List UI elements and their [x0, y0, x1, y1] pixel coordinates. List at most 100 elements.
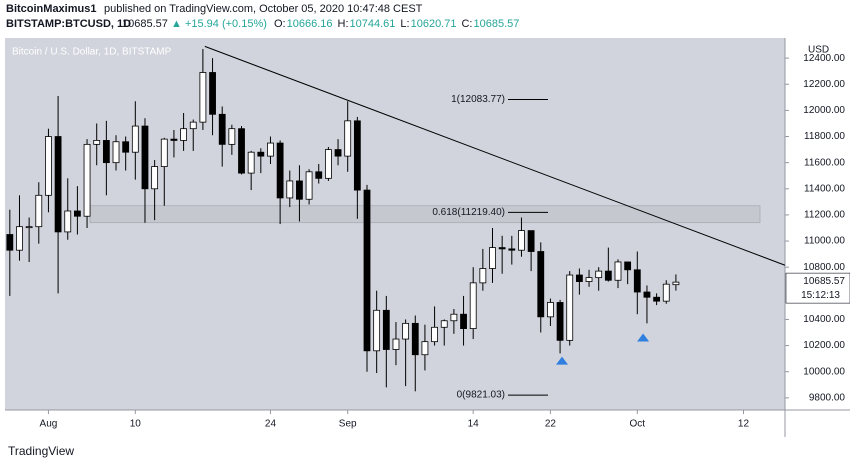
candle-body: [344, 120, 352, 157]
candle-body: [74, 210, 81, 217]
candle-body: [353, 120, 361, 191]
candle-body: [35, 194, 43, 228]
ohlc-label: C:: [461, 18, 472, 30]
candle-body: [141, 125, 149, 190]
candle-body: [25, 226, 33, 229]
candle-body: [392, 338, 400, 350]
candle-body: [122, 141, 130, 153]
fib-label: 0(9821.03): [457, 390, 505, 401]
x-tick-label: Oct: [630, 419, 646, 430]
symbol: BITSTAMP:BTCUSD, 1D: [6, 18, 131, 30]
candle-body: [672, 281, 680, 286]
candle-body: [469, 282, 477, 329]
candle-body: [199, 72, 207, 123]
candle-body: [6, 234, 14, 251]
footer-brand: TradingView: [8, 444, 74, 458]
y-tick-label: 12400.00: [803, 53, 845, 64]
ohlc-value: 10620.71: [411, 18, 457, 30]
x-tick-label: 14: [468, 419, 480, 430]
candle-body: [604, 270, 612, 281]
price-zone: [89, 205, 761, 224]
y-tick-label: 11000.00: [804, 236, 845, 247]
candle-body: [267, 142, 274, 157]
candle-body: [508, 248, 516, 251]
signal-marker: [637, 333, 650, 342]
candle-body: [247, 151, 255, 174]
candle-body: [170, 138, 178, 141]
ohlc-value: 10666.16: [287, 18, 333, 30]
candle-body: [527, 230, 535, 252]
y-tick-label: 10200.00: [803, 340, 845, 351]
x-tick-label: Aug: [40, 419, 58, 430]
candle-body: [421, 341, 429, 356]
ohlc-label: H:: [338, 18, 349, 30]
y-tick-label: 11200.00: [804, 210, 845, 221]
candle-body: [653, 296, 661, 302]
x-tick-label: 22: [545, 419, 557, 430]
candle-body: [238, 128, 245, 174]
candle-body: [276, 142, 284, 199]
candle-body: [373, 309, 381, 352]
y-tick-label: 12000.00: [803, 105, 845, 116]
candle-body: [296, 180, 303, 200]
last-price-box: [785, 272, 850, 304]
candle-body: [585, 277, 593, 282]
candle-body: [315, 171, 323, 179]
candle-body: [633, 269, 641, 293]
chart-title: Bitcoin / U.S. Dollar, 1D, BITSTAMP: [12, 47, 172, 58]
candle-body: [450, 313, 458, 322]
x-tick-label: Sep: [339, 419, 357, 430]
candle-body: [402, 322, 410, 340]
ohlc-label: L:: [400, 18, 409, 30]
candle-body: [83, 143, 91, 217]
candle-body: [547, 302, 554, 318]
candle-body: [228, 128, 236, 145]
y-tick-label: 11600.00: [804, 157, 845, 168]
candle-body: [218, 113, 226, 145]
candle-body: [305, 171, 313, 200]
candle-body: [324, 149, 332, 179]
candle-body: [112, 141, 120, 164]
x-tick-label: 12: [738, 419, 750, 430]
candle-body: [489, 247, 496, 269]
candle-body: [643, 291, 651, 298]
y-axis-label: USD: [808, 45, 829, 56]
ohlc-value: 10685.57: [473, 18, 519, 30]
y-tick-label: 10800.00: [803, 262, 845, 273]
y-tick-label: 9800.00: [809, 392, 846, 403]
candle-body: [93, 140, 101, 145]
candle-body: [595, 270, 603, 279]
y-tick-label: 12200.00: [803, 79, 845, 90]
candle-body: [189, 121, 197, 130]
countdown: 15:12:13: [801, 290, 840, 301]
candle-body: [286, 180, 294, 199]
candle-body: [209, 72, 216, 115]
candle-body: [614, 261, 622, 281]
candle-body: [440, 320, 448, 328]
candle-body: [334, 149, 342, 157]
last-price-label: 10685.57: [803, 276, 845, 287]
candle-body: [518, 230, 525, 251]
candle-body: [624, 261, 632, 271]
candle-body: [54, 136, 62, 233]
y-tick-label: 10400.00: [803, 314, 845, 325]
fib-label: 1(12083.77): [451, 94, 505, 105]
author: BitcoinMaximus1: [6, 3, 96, 15]
signal-marker: [556, 356, 569, 365]
candle-body: [102, 140, 110, 164]
last-price: 10685.57: [122, 18, 168, 30]
candle-body: [431, 326, 438, 343]
candle-body: [479, 268, 487, 284]
candle-body: [411, 322, 419, 356]
candle-body: [363, 189, 371, 352]
candle-body: [662, 283, 670, 302]
ohlc-value: 10744.61: [350, 18, 396, 30]
candle-body: [257, 151, 265, 157]
candle-body: [45, 136, 52, 196]
candle-body: [556, 302, 564, 341]
candle-body: [151, 166, 159, 190]
change: ▲ +15.94 (+0.15%): [171, 18, 267, 30]
candle-body: [460, 313, 467, 329]
y-tick-label: 11400.00: [804, 183, 845, 194]
